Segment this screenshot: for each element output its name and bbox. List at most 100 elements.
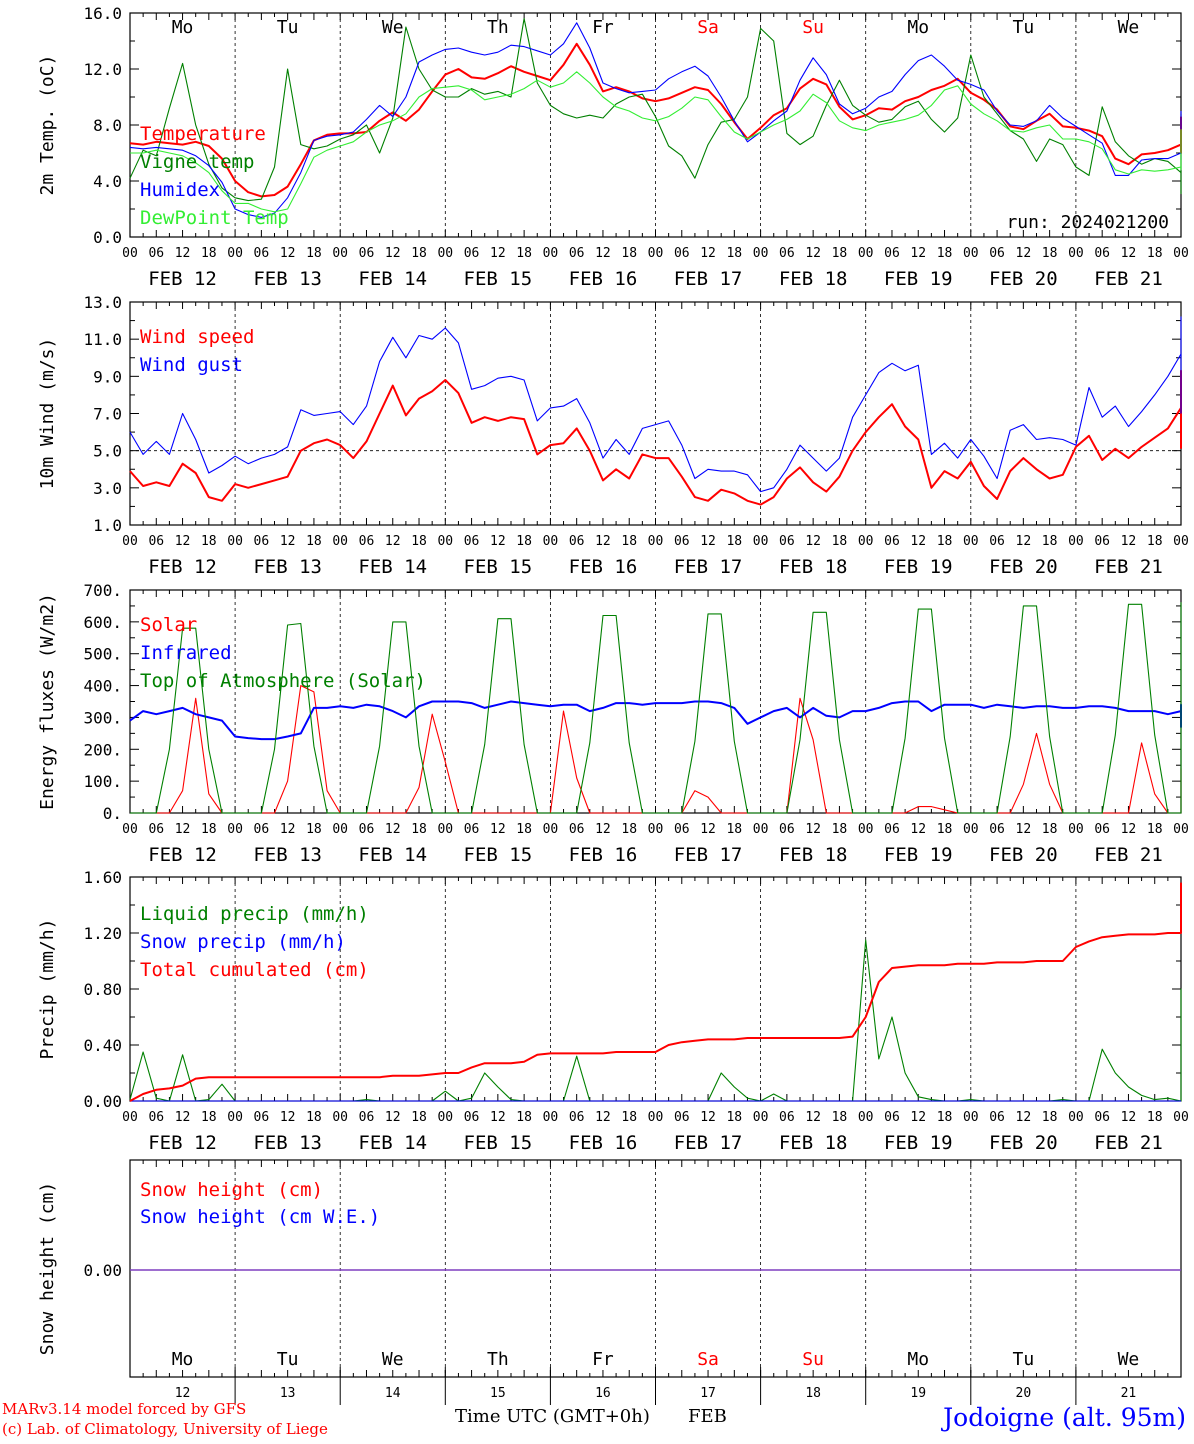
y-tick-label: 1.60 [83,868,122,887]
hour-tick-label: 12 [385,246,401,261]
hour-tick-label: 18 [621,534,637,549]
date-label: FEB 18 [779,1132,848,1154]
hour-tick-label: 00 [753,1110,769,1125]
day-abbrev-label: Su [802,1349,824,1370]
hour-tick-label: 06 [359,1110,375,1125]
date-label: FEB 16 [569,268,638,290]
day-abbrev-label: Mo [172,17,194,38]
date-label: FEB 19 [884,268,953,290]
day-number-label: 21 [1121,1386,1137,1401]
hour-tick-label: 12 [280,534,296,549]
hour-tick-label: 06 [359,534,375,549]
hour-tick-label: 06 [148,822,164,837]
date-label: FEB 17 [674,844,743,866]
hour-tick-label: 06 [569,246,585,261]
hour-tick-label: 00 [963,822,979,837]
date-label: FEB 12 [148,556,217,578]
hour-tick-label: 18 [1042,822,1058,837]
hour-tick-label: 00 [648,822,664,837]
hour-tick-label: 00 [122,1110,138,1125]
date-label: FEB 16 [569,844,638,866]
hour-tick-label: 12 [175,534,191,549]
hour-tick-label: 18 [1147,1110,1163,1125]
hour-tick-label: 12 [490,822,506,837]
day-abbrev-label: Th [487,1349,509,1370]
y-tick-label: 8.0 [93,116,122,135]
panel-4: 0.00 0.40 0.80 1.20 1.60 Precip (mm/h) Liquid … [37,868,1189,1154]
hour-tick-label: 00 [858,246,874,261]
hour-tick-label: 18 [201,822,217,837]
series-line [129,700,1182,741]
hour-tick-label: 12 [910,1110,926,1125]
date-label: FEB 21 [1094,844,1163,866]
day-number-label: 20 [1016,1386,1032,1401]
day-abbrev-label: We [1118,1349,1140,1370]
hour-tick-label: 18 [306,1110,322,1125]
date-label: FEB 12 [148,844,217,866]
hour-tick-label: 06 [254,534,270,549]
y-tick-label: 1.20 [83,924,122,943]
hour-tick-label: 18 [1147,822,1163,837]
day-number-label: 14 [385,1386,401,1401]
hour-tick-label: 18 [411,1110,427,1125]
hour-tick-label: 06 [148,246,164,261]
hour-tick-label: 00 [227,822,243,837]
hour-tick-label: 06 [779,534,795,549]
hour-tick-label: 06 [1094,1110,1110,1125]
hour-tick-label: 06 [989,822,1005,837]
y-tick-label: 700. [83,581,122,600]
hour-tick-label: 12 [805,822,821,837]
hour-tick-label: 06 [148,534,164,549]
date-label: FEB 21 [1094,268,1163,290]
hour-tick-label: 00 [963,246,979,261]
legend-entry: Liquid precip (mm/h) [140,903,369,925]
date-label: FEB 13 [253,268,322,290]
y-tick-label: 500. [83,645,122,664]
day-number-label: 16 [595,1386,611,1401]
day-abbrev-label: Tu [1013,17,1035,38]
hour-tick-label: 18 [726,1110,742,1125]
hour-tick-label: 18 [937,822,953,837]
hour-tick-label: 00 [963,1110,979,1125]
y-tick-label: 300. [83,708,122,727]
hour-tick-label: 12 [595,246,611,261]
hour-tick-label: 18 [726,246,742,261]
day-abbrev-label: Su [802,17,824,38]
hour-tick-label: 18 [832,1110,848,1125]
time-axis-label: Time UTC (GMT+0h) [455,1406,650,1427]
date-label: FEB 12 [148,268,217,290]
y-tick-label: 100. [83,772,122,791]
hour-tick-label: 12 [175,246,191,261]
hour-tick-label: 12 [280,1110,296,1125]
day-abbrev-label: We [1118,17,1140,38]
series-line [129,316,1182,493]
date-label: FEB 17 [674,268,743,290]
series-line [129,22,1182,218]
hour-tick-label: 06 [674,1110,690,1125]
hour-tick-label: 12 [385,534,401,549]
y-tick-label: 0. [103,804,122,823]
y-tick-label: 11.0 [83,330,122,349]
hour-tick-label: 00 [543,246,559,261]
hour-tick-label: 18 [411,822,427,837]
month-label: FEB [688,1406,727,1427]
hour-tick-label: 00 [1173,246,1189,261]
hour-tick-label: 00 [227,1110,243,1125]
hour-tick-label: 12 [385,822,401,837]
date-label: FEB 20 [989,844,1058,866]
hour-tick-label: 18 [201,246,217,261]
hour-tick-label: 06 [1094,534,1110,549]
day-abbrev-label: We [382,17,404,38]
legend-entry: Wind speed [140,326,254,348]
hour-tick-label: 12 [385,1110,401,1125]
hour-tick-label: 06 [989,246,1005,261]
day-abbrev-label: Sa [697,1349,719,1370]
date-label: FEB 14 [358,556,427,578]
hour-tick-label: 00 [858,1110,874,1125]
hour-tick-label: 06 [989,1110,1005,1125]
hour-tick-label: 18 [201,1110,217,1125]
hour-tick-label: 12 [1016,246,1032,261]
series-line [130,602,1182,814]
